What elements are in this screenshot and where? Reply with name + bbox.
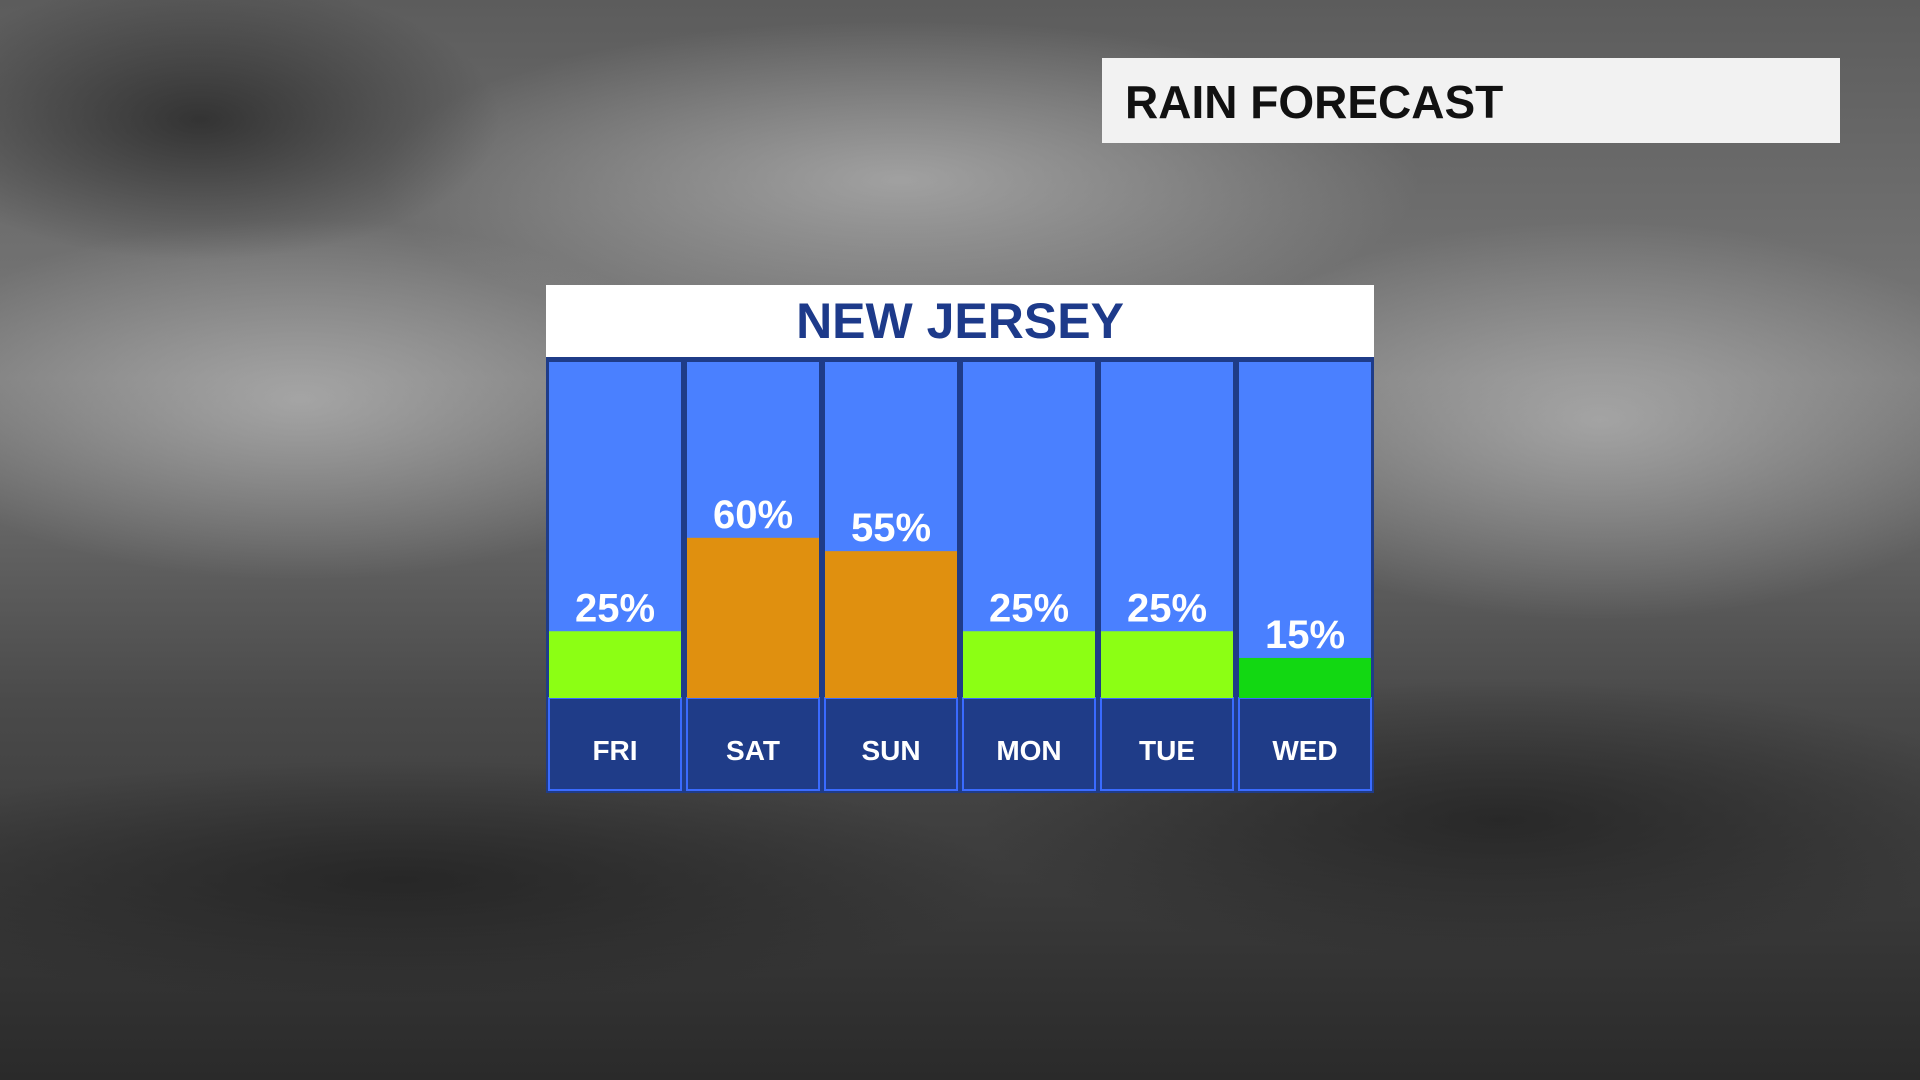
x-tick-label: TUE	[1139, 735, 1195, 766]
bar	[549, 631, 681, 698]
day-band	[962, 697, 1096, 791]
bar	[963, 631, 1095, 698]
value-label: 25%	[1127, 586, 1207, 630]
chart-subtitle: NEW JERSEY	[796, 293, 1124, 349]
value-label: 25%	[989, 586, 1069, 630]
day-band	[824, 697, 958, 791]
value-label: 25%	[575, 586, 655, 630]
columns: 25% FRI 60% SAT 55% SUN 25% MON 25% TUE 15% WED	[548, 362, 1372, 791]
cloud	[0, 760, 1000, 1000]
panel	[546, 285, 1374, 793]
x-tick-label: SUN	[861, 735, 920, 766]
bar	[1239, 657, 1371, 698]
x-tick-label: WED	[1272, 735, 1337, 766]
bar	[687, 537, 819, 698]
chart-title: RAIN FORECAST	[1125, 76, 1503, 128]
x-tick-label: MON	[996, 735, 1061, 766]
value-label: 60%	[713, 493, 793, 537]
value-label: 15%	[1265, 613, 1345, 657]
title-box	[1102, 58, 1840, 143]
column-background	[1239, 362, 1371, 698]
x-tick-label: FRI	[592, 735, 637, 766]
day-band	[1238, 697, 1372, 791]
x-tick-label: SAT	[726, 735, 780, 766]
panel-header	[546, 285, 1374, 357]
value-label: 55%	[851, 506, 931, 550]
bar	[1101, 631, 1233, 698]
cloud	[0, 220, 720, 580]
bar	[825, 551, 957, 698]
day-band	[1100, 697, 1234, 791]
cloud	[0, 0, 500, 260]
